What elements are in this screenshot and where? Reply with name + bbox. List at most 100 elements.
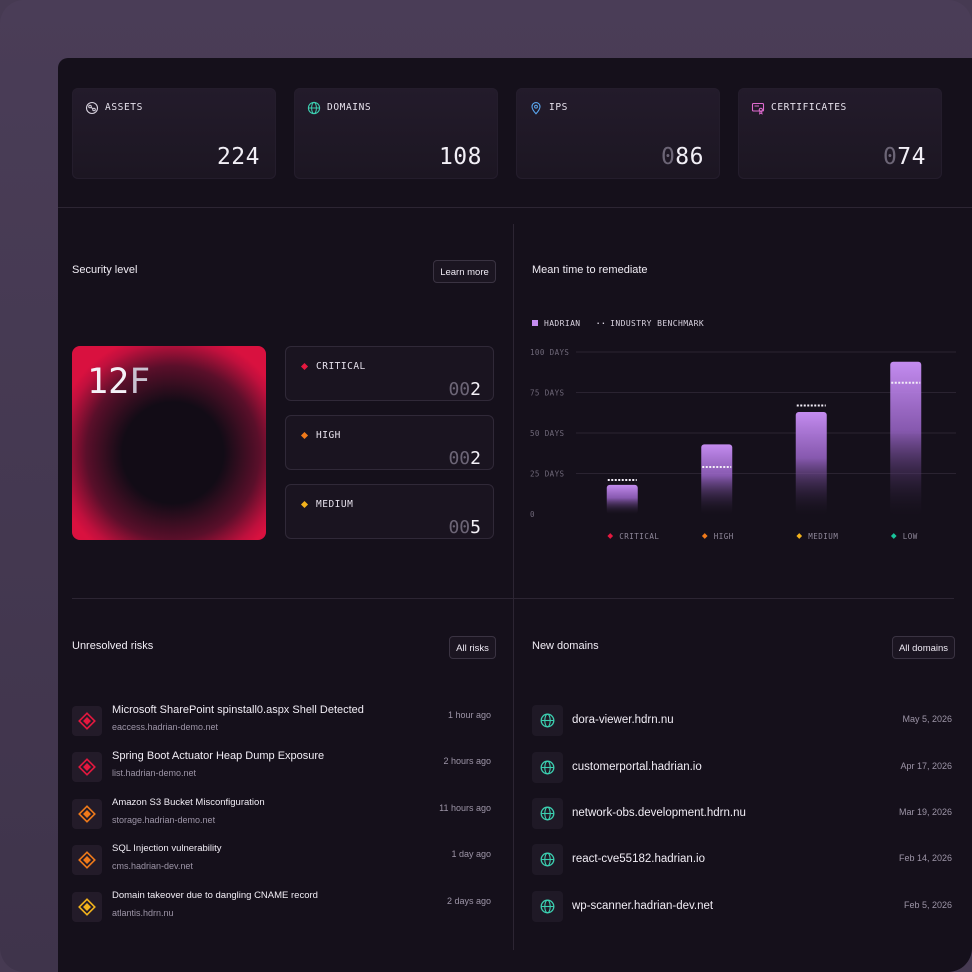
- risk-time: 2 hours ago: [443, 756, 491, 766]
- stat-label: CERTIFICATES: [771, 102, 847, 113]
- domain-row[interactable]: network-obs.development.hdrn.nu Mar 19, 2…: [532, 798, 956, 830]
- globe-icon: [532, 891, 563, 922]
- y-tick-label: 100 DAYS: [530, 348, 569, 357]
- learn-more-button[interactable]: Learn more: [433, 260, 496, 283]
- x-tick-label: CRITICAL: [619, 532, 659, 541]
- security-level-title: Security level: [72, 264, 138, 276]
- severity-label: MEDIUM: [316, 499, 354, 510]
- domain-row[interactable]: react-cve55182.hadrian.io Feb 14, 2026: [532, 844, 956, 876]
- legend-hadrian: HADRIAN: [544, 319, 581, 328]
- risk-severity-icon: [72, 892, 102, 922]
- high-diamond-icon: [300, 431, 309, 440]
- stat-label: DOMAINS: [327, 102, 372, 113]
- risk-time: 1 hour ago: [447, 710, 491, 720]
- severity-label: HIGH: [316, 430, 341, 441]
- y-tick-label: 0: [530, 510, 535, 519]
- risk-title: Spring Boot Actuator Heap Dump Exposure: [112, 750, 325, 762]
- risk-host: eaccess.hadrian-demo.net: [112, 722, 219, 732]
- security-grade: 12F: [87, 362, 151, 402]
- critical-diamond-icon: [300, 362, 309, 371]
- stat-card-ips[interactable]: IPS 086: [516, 88, 720, 179]
- domain-name: network-obs.development.hdrn.nu: [572, 807, 746, 819]
- severity-high-card[interactable]: HIGH 002: [285, 415, 494, 470]
- severity-count: 002: [448, 448, 481, 469]
- stat-card-assets[interactable]: ASSETS 224: [72, 88, 276, 179]
- domain-name: customerportal.hadrian.io: [572, 761, 702, 773]
- all-domains-button[interactable]: All domains: [892, 636, 955, 659]
- risk-severity-icon: [72, 799, 102, 829]
- bar-hadrian-critical: [606, 484, 638, 514]
- x-tick-label: LOW: [903, 532, 918, 541]
- divider: [513, 224, 514, 950]
- domain-name: react-cve55182.hadrian.io: [572, 853, 705, 865]
- risk-severity-icon: [72, 706, 102, 736]
- risk-severity-icon: [72, 752, 102, 782]
- severity-critical-card[interactable]: CRITICAL 002: [285, 346, 494, 401]
- chart-legend: HADRIAN ·· INDUSTRY BENCHMARK: [532, 319, 704, 328]
- risk-row[interactable]: SQL Injection vulnerability cms.hadrian-d…: [72, 841, 497, 877]
- high-diamond-icon: [701, 533, 708, 539]
- domain-date: Feb 5, 2026: [903, 900, 952, 910]
- mttr-bar-chart: 100 DAYS 75 DAYS 50 DAYS 25 DAYS 0 CRITICAL HI…: [530, 348, 956, 541]
- domain-date: Apr 17, 2026: [900, 761, 952, 771]
- x-tick-label: HIGH: [714, 532, 734, 541]
- domain-date: Mar 19, 2026: [898, 807, 952, 817]
- domain-name: dora-viewer.hdrn.nu: [572, 714, 674, 726]
- legend-swatch-benchmark: ··: [595, 319, 607, 328]
- severity-count: 005: [448, 517, 481, 538]
- x-tick-label: MEDIUM: [808, 532, 838, 541]
- critical-diamond-icon: [607, 533, 614, 539]
- severity-label: CRITICAL: [316, 361, 366, 372]
- medium-diamond-icon: [300, 500, 309, 509]
- stat-value: 086: [660, 144, 704, 170]
- risk-time: 2 days ago: [446, 896, 491, 906]
- risk-title: SQL Injection vulnerability: [112, 843, 222, 854]
- risk-title: Amazon S3 Bucket Misconfiguration: [112, 797, 265, 808]
- severity-medium-card[interactable]: MEDIUM 005: [285, 484, 494, 539]
- divider: [72, 598, 954, 599]
- divider: [58, 207, 972, 208]
- legend-swatch-hadrian: [532, 320, 538, 326]
- risk-host: atlantis.hdrn.nu: [112, 908, 174, 918]
- mttr-title: Mean time to remediate: [532, 264, 648, 276]
- risk-host: storage.hadrian-demo.net: [112, 815, 216, 825]
- risk-title: Microsoft SharePoint spinstall0.aspx She…: [112, 704, 364, 716]
- all-risks-button[interactable]: All risks: [449, 636, 496, 659]
- stat-label: ASSETS: [105, 102, 143, 113]
- risk-host: cms.hadrian-dev.net: [112, 861, 193, 871]
- certificate-icon: [751, 102, 765, 115]
- bar-hadrian-medium: [795, 411, 827, 514]
- risk-title: Domain takeover due to dangling CNAME re…: [112, 890, 318, 901]
- stat-value: 224: [216, 144, 260, 170]
- legend-benchmark: INDUSTRY BENCHMARK: [610, 319, 705, 328]
- stat-card-certificates[interactable]: CERTIFICATES 074: [738, 88, 942, 179]
- stat-label: IPS: [549, 102, 568, 113]
- severity-count: 002: [448, 379, 481, 400]
- domain-name: wp-scanner.hadrian-dev.net: [572, 900, 714, 912]
- stat-card-domains[interactable]: DOMAINS 108: [294, 88, 498, 179]
- risk-row[interactable]: Domain takeover due to dangling CNAME re…: [72, 888, 497, 924]
- globe-icon: [532, 798, 563, 829]
- security-grade-card: 12F: [72, 346, 266, 540]
- map-pin-icon: [531, 102, 541, 115]
- unresolved-risks-title: Unresolved risks: [72, 640, 154, 652]
- stat-value: 108: [438, 144, 482, 170]
- risk-severity-icon: [72, 845, 102, 875]
- globe-icon: [532, 705, 563, 736]
- y-tick-label: 50 DAYS: [530, 429, 564, 438]
- domain-date: May 5, 2026: [902, 714, 952, 724]
- domain-row[interactable]: customerportal.hadrian.io Apr 17, 2026: [532, 752, 956, 784]
- y-tick-label: 25 DAYS: [530, 470, 564, 479]
- risk-host: list.hadrian-demo.net: [112, 768, 197, 778]
- risk-row[interactable]: Microsoft SharePoint spinstall0.aspx She…: [72, 702, 497, 738]
- risk-time: 11 hours ago: [439, 803, 491, 813]
- medium-diamond-icon: [796, 533, 803, 539]
- globe-icon: [307, 101, 321, 115]
- domain-row[interactable]: wp-scanner.hadrian-dev.net Feb 5, 2026: [532, 891, 956, 923]
- risk-row[interactable]: Spring Boot Actuator Heap Dump Exposure l…: [72, 748, 497, 784]
- globe-network-icon: [85, 101, 99, 115]
- risk-row[interactable]: Amazon S3 Bucket Misconfiguration storage…: [72, 795, 497, 831]
- domain-row[interactable]: dora-viewer.hdrn.nu May 5, 2026: [532, 705, 956, 737]
- dashboard-panel: ASSETS 224 DOMAINS 108 IPS 086 CERTIFICA…: [58, 58, 972, 972]
